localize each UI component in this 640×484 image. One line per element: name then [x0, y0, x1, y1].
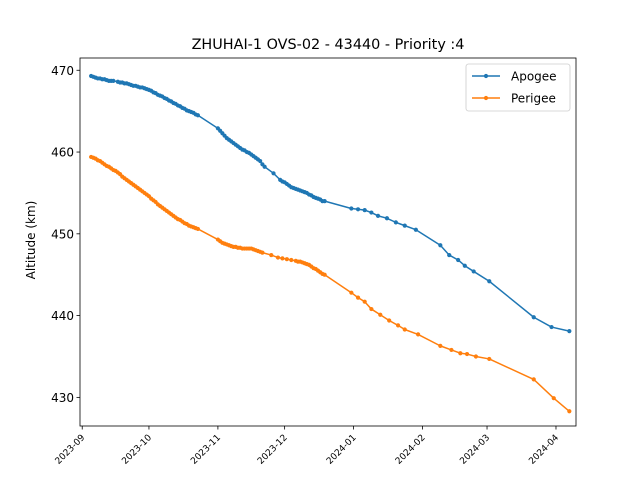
- apogee-data-point: [375, 213, 381, 218]
- perigee-data-point: [284, 257, 289, 262]
- perigee-data-point: [464, 351, 470, 357]
- y-tick-label: 440: [51, 309, 74, 323]
- apogee-data-point: [111, 78, 116, 83]
- perigee-data-point: [362, 299, 367, 304]
- apogee-data-point: [393, 220, 398, 225]
- perigee-data-point: [355, 295, 361, 300]
- perigee-data-point: [487, 356, 492, 362]
- legend-perigee-marker: [483, 95, 489, 101]
- legend-apogee-label: Apogee: [511, 70, 557, 84]
- apogee-data-point: [487, 279, 492, 284]
- apogee-data-point: [413, 227, 418, 232]
- perigee-data-point: [275, 255, 281, 260]
- apogee-data-point: [471, 269, 476, 274]
- apogee-data-point: [462, 263, 467, 268]
- perigee-data-point: [322, 272, 327, 277]
- apogee-data-point: [271, 171, 276, 176]
- perigee-data-point: [378, 312, 383, 317]
- perigee-data-point: [458, 351, 463, 356]
- apogee-data-point: [362, 208, 367, 213]
- apogee-data-point: [322, 199, 327, 204]
- apogee-data-point: [402, 223, 407, 228]
- apogee-data-point: [369, 210, 374, 215]
- apogee-data-point: [531, 315, 536, 320]
- perigee-data-point: [289, 257, 294, 263]
- legend-perigee-label: Perigee: [511, 92, 556, 106]
- apogee-data-point: [349, 206, 354, 211]
- perigee-data-point: [551, 396, 556, 401]
- perigee-data-point: [449, 347, 454, 353]
- apogee-data-point: [195, 113, 200, 118]
- y-tick-label: 430: [51, 391, 74, 405]
- perigee-data-point: [349, 290, 354, 295]
- perigee-data-point: [473, 354, 479, 359]
- perigee-data-point: [260, 250, 265, 255]
- perigee-data-point: [402, 327, 407, 332]
- chart-title: ZHUHAI-1 OVS-02 - 43440 - Priority :4: [192, 37, 465, 53]
- apogee-data-point: [262, 164, 267, 169]
- perigee-data-point: [280, 256, 285, 261]
- plot-area: [89, 73, 572, 414]
- legend: Apogee Perigee: [465, 63, 571, 112]
- apogee-data-point: [456, 257, 461, 263]
- perigee-data-point: [395, 323, 401, 328]
- perigee-data-point: [415, 332, 421, 337]
- perigee-data-point: [369, 306, 374, 312]
- apogee-data-point: [447, 252, 452, 258]
- apogee-data-point: [384, 216, 390, 221]
- perigee-data-point: [567, 409, 572, 414]
- y-axis-label: Altitude (km): [24, 201, 38, 280]
- legend-apogee-marker: [483, 73, 489, 79]
- perigee-data-point: [269, 252, 274, 258]
- perigee-data-point: [387, 318, 392, 323]
- apogee-data-point: [438, 243, 443, 248]
- axes-frame: [79, 57, 577, 427]
- apogee-data-point: [549, 324, 554, 330]
- perigee-data-point: [531, 377, 536, 382]
- y-tick-label: 450: [51, 227, 74, 241]
- perigee-data-point: [195, 226, 200, 232]
- apogee-data-point: [258, 158, 263, 164]
- y-tick-label: 470: [51, 64, 74, 78]
- perigee-data-point: [438, 343, 443, 348]
- apogee-data-point: [355, 207, 361, 212]
- apogee-data-point: [567, 329, 572, 334]
- y-tick-label: 460: [51, 146, 74, 160]
